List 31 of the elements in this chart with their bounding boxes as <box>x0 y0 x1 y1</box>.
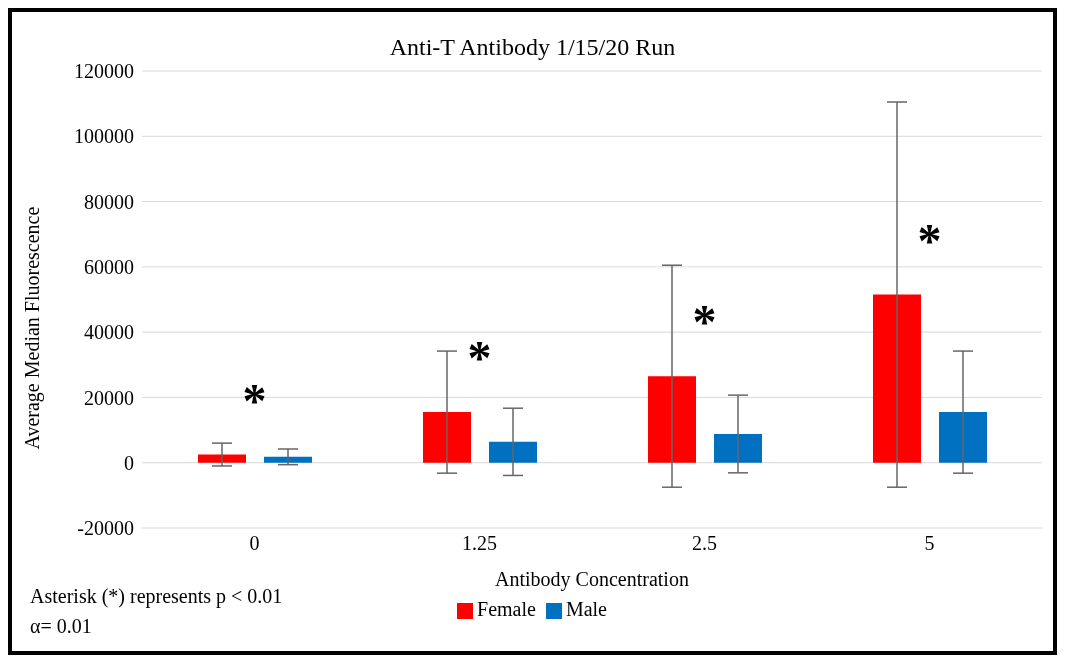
y-tick-label: 60000 <box>84 255 134 278</box>
annotation: * <box>917 213 942 267</box>
annotation: * <box>692 295 717 349</box>
bar <box>714 433 762 463</box>
legend-label: Male <box>565 598 607 620</box>
bar <box>648 376 696 463</box>
bar <box>264 456 312 463</box>
bar <box>873 294 921 463</box>
y-axis-title: Average Median Fluorescence <box>21 206 45 450</box>
text: Asterisk (*) represents p < 0.01 <box>30 584 283 610</box>
x-tick-label: 1.25 <box>462 532 497 555</box>
annotation: * <box>467 331 492 385</box>
x-axis-title: Antibody Concentration <box>495 568 689 591</box>
bar <box>198 454 246 463</box>
chart-title: Anti-T Antibody 1/15/20 Run <box>388 34 677 61</box>
legend-label: Female <box>477 598 536 620</box>
y-tick-label: -20000 <box>77 517 134 540</box>
y-tick-label: 0 <box>124 451 134 474</box>
x-tick-label: 0 <box>249 532 260 555</box>
y-tick-label: 80000 <box>84 190 134 213</box>
x-tick-label: 2.5 <box>692 532 717 555</box>
annotation: * <box>242 373 267 427</box>
bar <box>423 412 471 463</box>
x-tick-label: 5 <box>924 532 935 555</box>
bar <box>939 412 987 463</box>
y-tick-label: 20000 <box>84 386 134 409</box>
bar <box>489 441 537 463</box>
y-tick-label: 120000 <box>74 60 134 83</box>
y-tick-label: 100000 <box>74 125 134 148</box>
y-tick-label: 40000 <box>84 321 134 344</box>
text: α= 0.01 <box>30 614 93 639</box>
